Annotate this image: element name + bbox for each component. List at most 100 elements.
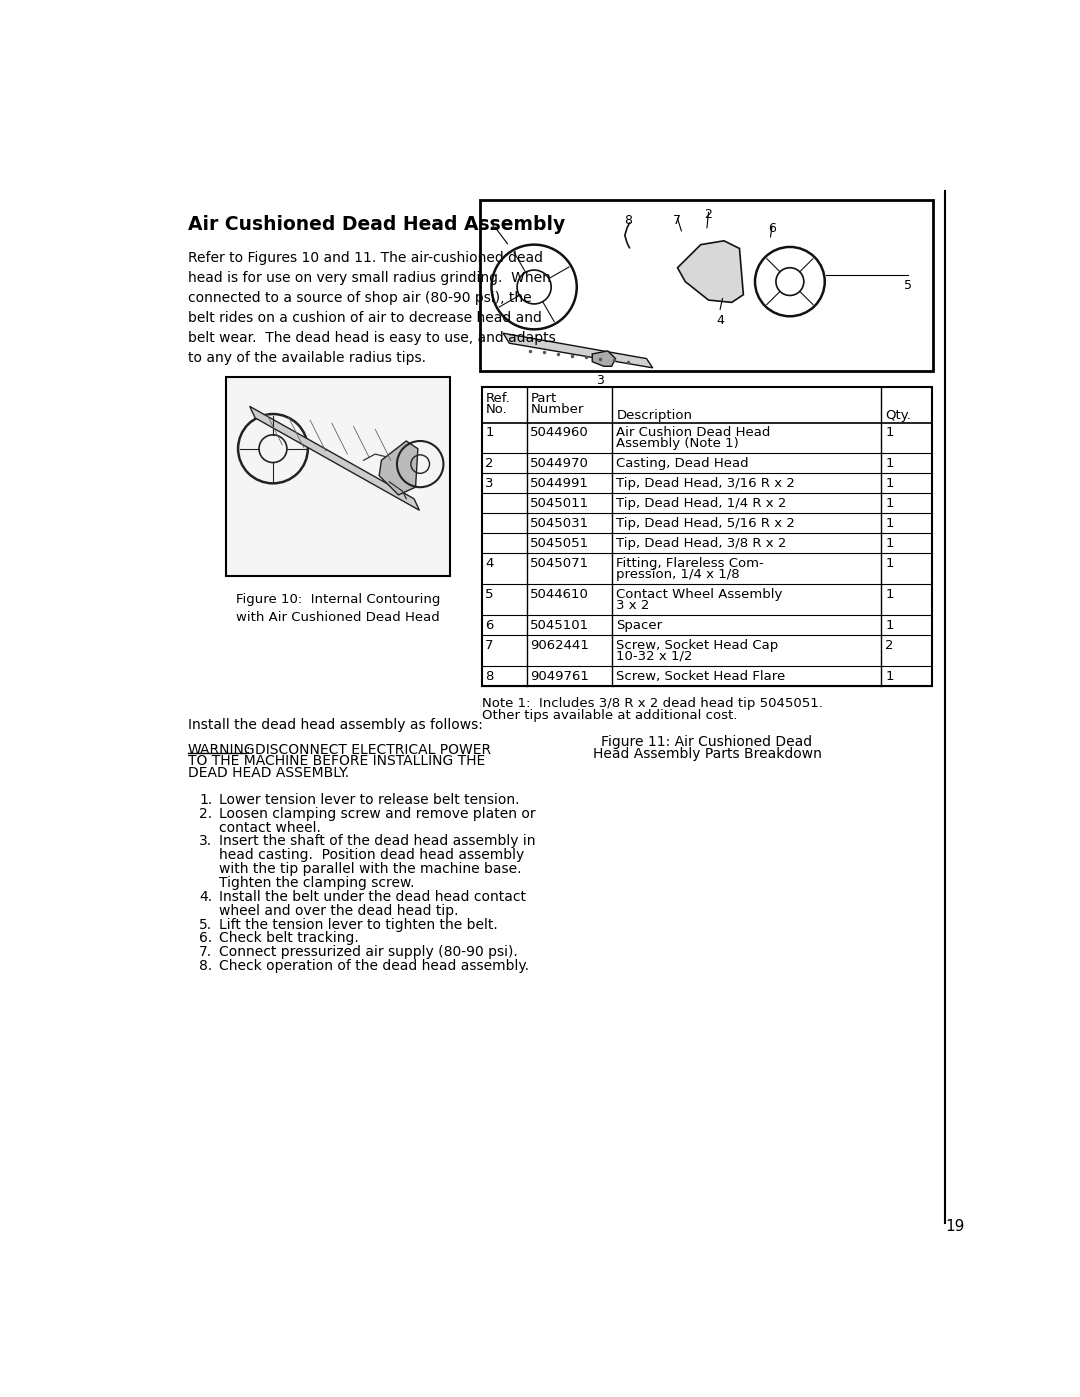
Text: 8.: 8. [199,960,213,974]
Text: 1: 1 [886,588,894,601]
Text: No.: No. [485,404,507,416]
Text: 5044610: 5044610 [530,588,589,601]
Text: 5.: 5. [200,918,213,932]
Text: Note 1:  Includes 3/8 R x 2 dead head tip 5045051.: Note 1: Includes 3/8 R x 2 dead head tip… [482,697,823,710]
Text: 5044960: 5044960 [530,426,589,440]
Text: Check belt tracking.: Check belt tracking. [218,932,359,946]
Bar [227,377,449,576]
Text: 7.: 7. [200,946,213,960]
Polygon shape [592,351,616,366]
Text: 1: 1 [886,619,894,631]
Text: Part: Part [530,391,556,405]
Bar [482,387,932,686]
Text: Check operation of the dead head assembly.: Check operation of the dead head assembl… [218,960,529,974]
Text: 7: 7 [674,214,681,226]
Text: Tip, Dead Head, 3/16 R x 2: Tip, Dead Head, 3/16 R x 2 [617,478,795,490]
Text: Screw, Socket Head Flare: Screw, Socket Head Flare [617,669,785,683]
Text: 6: 6 [768,222,777,235]
Text: 7: 7 [485,638,494,652]
Text: 5045011: 5045011 [530,497,590,510]
Text: pression, 1/4 x 1/8: pression, 1/4 x 1/8 [617,569,740,581]
Text: 8: 8 [624,214,632,226]
Text: Air Cushion Dead Head: Air Cushion Dead Head [617,426,771,440]
Text: 8: 8 [485,669,494,683]
Bar [480,200,933,372]
Text: head casting.  Position dead head assembly: head casting. Position dead head assembl… [218,848,524,862]
Text: Contact Wheel Assembly: Contact Wheel Assembly [617,588,783,601]
Text: Tip, Dead Head, 5/16 R x 2: Tip, Dead Head, 5/16 R x 2 [617,517,795,531]
Text: Screw, Socket Head Cap: Screw, Socket Head Cap [617,638,779,652]
Text: Connect pressurized air supply (80-90 psi).: Connect pressurized air supply (80-90 ps… [218,946,517,960]
Text: 3 x 2: 3 x 2 [617,599,650,612]
Text: TO THE MACHINE BEFORE INSTALLING THE: TO THE MACHINE BEFORE INSTALLING THE [188,754,485,768]
Text: 9062441: 9062441 [530,638,589,652]
Text: 5045031: 5045031 [530,517,590,531]
Text: 1: 1 [886,478,894,490]
Text: Insert the shaft of the dead head assembly in: Insert the shaft of the dead head assemb… [218,834,536,848]
Text: 1: 1 [489,219,497,233]
Text: wheel and over the dead head tip.: wheel and over the dead head tip. [218,904,458,918]
Polygon shape [249,407,419,510]
Text: Tip, Dead Head, 3/8 R x 2: Tip, Dead Head, 3/8 R x 2 [617,538,786,550]
Text: Casting, Dead Head: Casting, Dead Head [617,457,748,471]
Text: 2: 2 [704,208,713,221]
Text: Lower tension lever to release belt tension.: Lower tension lever to release belt tens… [218,793,519,807]
Text: Head Assembly Parts Breakdown: Head Assembly Parts Breakdown [593,747,822,761]
Text: 10-32 x 1/2: 10-32 x 1/2 [617,650,692,662]
Text: 1: 1 [886,497,894,510]
Text: 19: 19 [945,1218,964,1234]
Text: Ref.: Ref. [485,391,510,405]
Text: 6: 6 [485,619,494,631]
Text: Other tips available at additional cost.: Other tips available at additional cost. [482,708,738,722]
Text: 5045051: 5045051 [530,538,590,550]
Text: 5045071: 5045071 [530,557,590,570]
Text: Figure 10:  Internal Contouring
with Air Cushioned Dead Head: Figure 10: Internal Contouring with Air … [235,592,441,623]
Text: 2: 2 [886,638,894,652]
Text: with the tip parallel with the machine base.: with the tip parallel with the machine b… [218,862,522,876]
Text: Fitting, Flareless Com-: Fitting, Flareless Com- [617,557,764,570]
Text: 1: 1 [886,538,894,550]
Text: Lift the tension lever to tighten the belt.: Lift the tension lever to tighten the be… [218,918,498,932]
Text: 5045101: 5045101 [530,619,590,631]
Text: 4: 4 [716,314,724,327]
Text: 1.: 1. [199,793,213,807]
Text: 5: 5 [904,279,913,292]
Text: 2: 2 [485,457,494,471]
Text: 1: 1 [886,557,894,570]
Text: : DISCONNECT ELECTRICAL POWER: : DISCONNECT ELECTRICAL POWER [246,743,491,757]
Text: 9049761: 9049761 [530,669,589,683]
Text: 5: 5 [485,588,494,601]
Text: 5044991: 5044991 [530,478,589,490]
Text: 3.: 3. [200,834,213,848]
Text: DEAD HEAD ASSEMBLY.: DEAD HEAD ASSEMBLY. [188,766,349,780]
Text: Description: Description [617,409,692,422]
Text: 4.: 4. [200,890,213,904]
Text: contact wheel.: contact wheel. [218,820,321,834]
Text: Assembly (Note 1): Assembly (Note 1) [617,437,739,450]
Text: Install the dead head assembly as follows:: Install the dead head assembly as follow… [188,718,483,732]
Text: 1: 1 [886,426,894,440]
Polygon shape [677,240,743,302]
Text: 4: 4 [485,557,494,570]
Text: 1: 1 [886,457,894,471]
Text: 3: 3 [485,478,494,490]
Text: Spacer: Spacer [617,619,662,631]
Text: 6.: 6. [199,932,213,946]
Text: 1: 1 [886,669,894,683]
Text: Install the belt under the dead head contact: Install the belt under the dead head con… [218,890,526,904]
Text: Tighten the clamping screw.: Tighten the clamping screw. [218,876,415,890]
Text: 3: 3 [596,374,604,387]
Text: 1: 1 [485,426,494,440]
Polygon shape [379,441,418,495]
Text: Loosen clamping screw and remove platen or: Loosen clamping screw and remove platen … [218,806,536,821]
Text: 1: 1 [886,517,894,531]
Text: Air Cushioned Dead Head Assembly: Air Cushioned Dead Head Assembly [188,215,565,235]
Text: Refer to Figures 10 and 11. The air-cushioned dead
head is for use on very small: Refer to Figures 10 and 11. The air-cush… [188,251,555,365]
Text: WARNING: WARNING [188,743,255,757]
Text: 5044970: 5044970 [530,457,589,471]
Text: Qty.: Qty. [886,409,912,422]
Text: Figure 11: Air Cushioned Dead: Figure 11: Air Cushioned Dead [602,735,812,749]
Text: 2.: 2. [200,806,213,821]
Polygon shape [503,334,652,367]
Text: Number: Number [530,404,583,416]
